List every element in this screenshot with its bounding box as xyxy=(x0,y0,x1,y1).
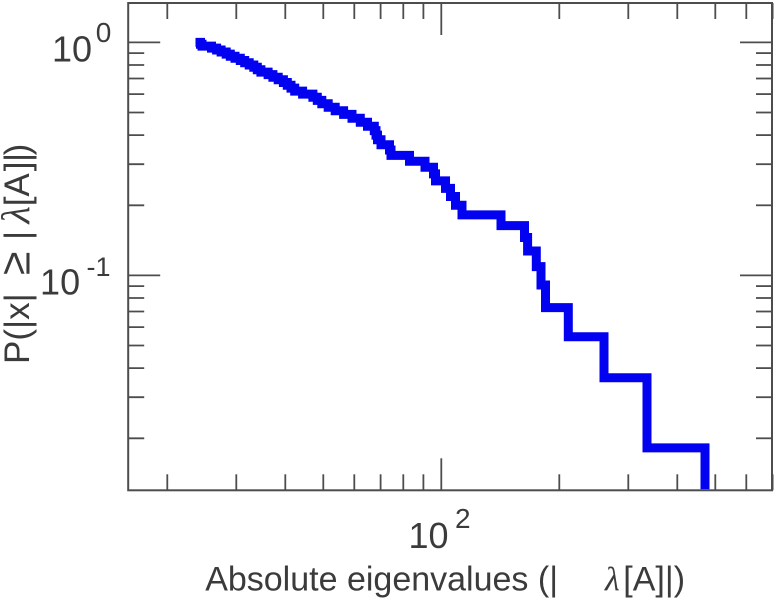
svg-text:10: 10 xyxy=(409,515,449,556)
svg-text:|: | xyxy=(0,231,37,240)
svg-text:10: 10 xyxy=(40,262,80,303)
svg-text:λ: λ xyxy=(604,562,620,599)
svg-text:2: 2 xyxy=(455,503,471,534)
svg-text:≥: ≥ xyxy=(0,252,40,276)
svg-text:10: 10 xyxy=(52,29,92,70)
svg-text:-1: -1 xyxy=(87,252,111,282)
svg-text:[A]: [A] xyxy=(0,161,37,206)
svg-text:Absolute eigenvalues (|: Absolute eigenvalues (| xyxy=(205,561,558,599)
svg-text:0: 0 xyxy=(96,17,112,48)
svg-text:[A]|): [A]|) xyxy=(623,561,685,599)
svg-text:λ: λ xyxy=(0,206,38,224)
svg-text:|): |) xyxy=(0,144,37,162)
svg-text:P(|x|: P(|x| xyxy=(0,293,37,364)
